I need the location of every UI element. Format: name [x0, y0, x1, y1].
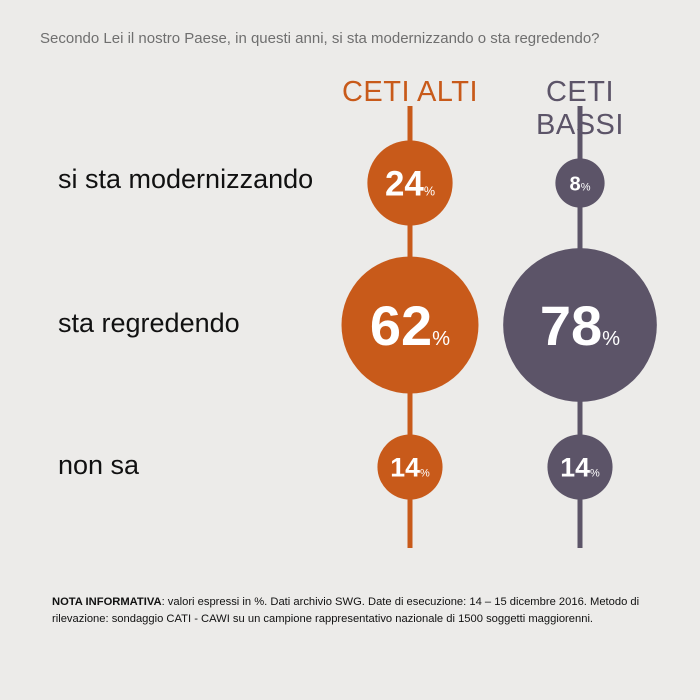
row-label-non-sa: non sa — [58, 450, 140, 480]
row-label-modernizzando: si sta modernizzando — [58, 164, 314, 194]
methodology-note: NOTA INFORMATIVA: valori espressi in %. … — [52, 594, 662, 628]
bubble-ceti-alti-row-1 — [367, 140, 453, 226]
note-text: : valori espressi in %. Dati archivio SW… — [52, 596, 640, 625]
column-header-ceti-alti: CETI ALTI — [341, 76, 479, 108]
bubble-ceti-bassi-row-3 — [547, 434, 613, 500]
bubble-ceti-bassi-row-2 — [503, 248, 657, 402]
bubble-ceti-alti-row-3 — [377, 434, 443, 500]
row-label-regredendo: sta regredendo — [58, 308, 240, 338]
bubble-ceti-bassi-row-1 — [555, 158, 605, 208]
survey-question: Secondo Lei il nostro Paese, in questi a… — [40, 30, 600, 47]
bubble-ceti-alti-row-2 — [341, 256, 479, 394]
note-label: NOTA INFORMATIVA — [52, 596, 162, 608]
